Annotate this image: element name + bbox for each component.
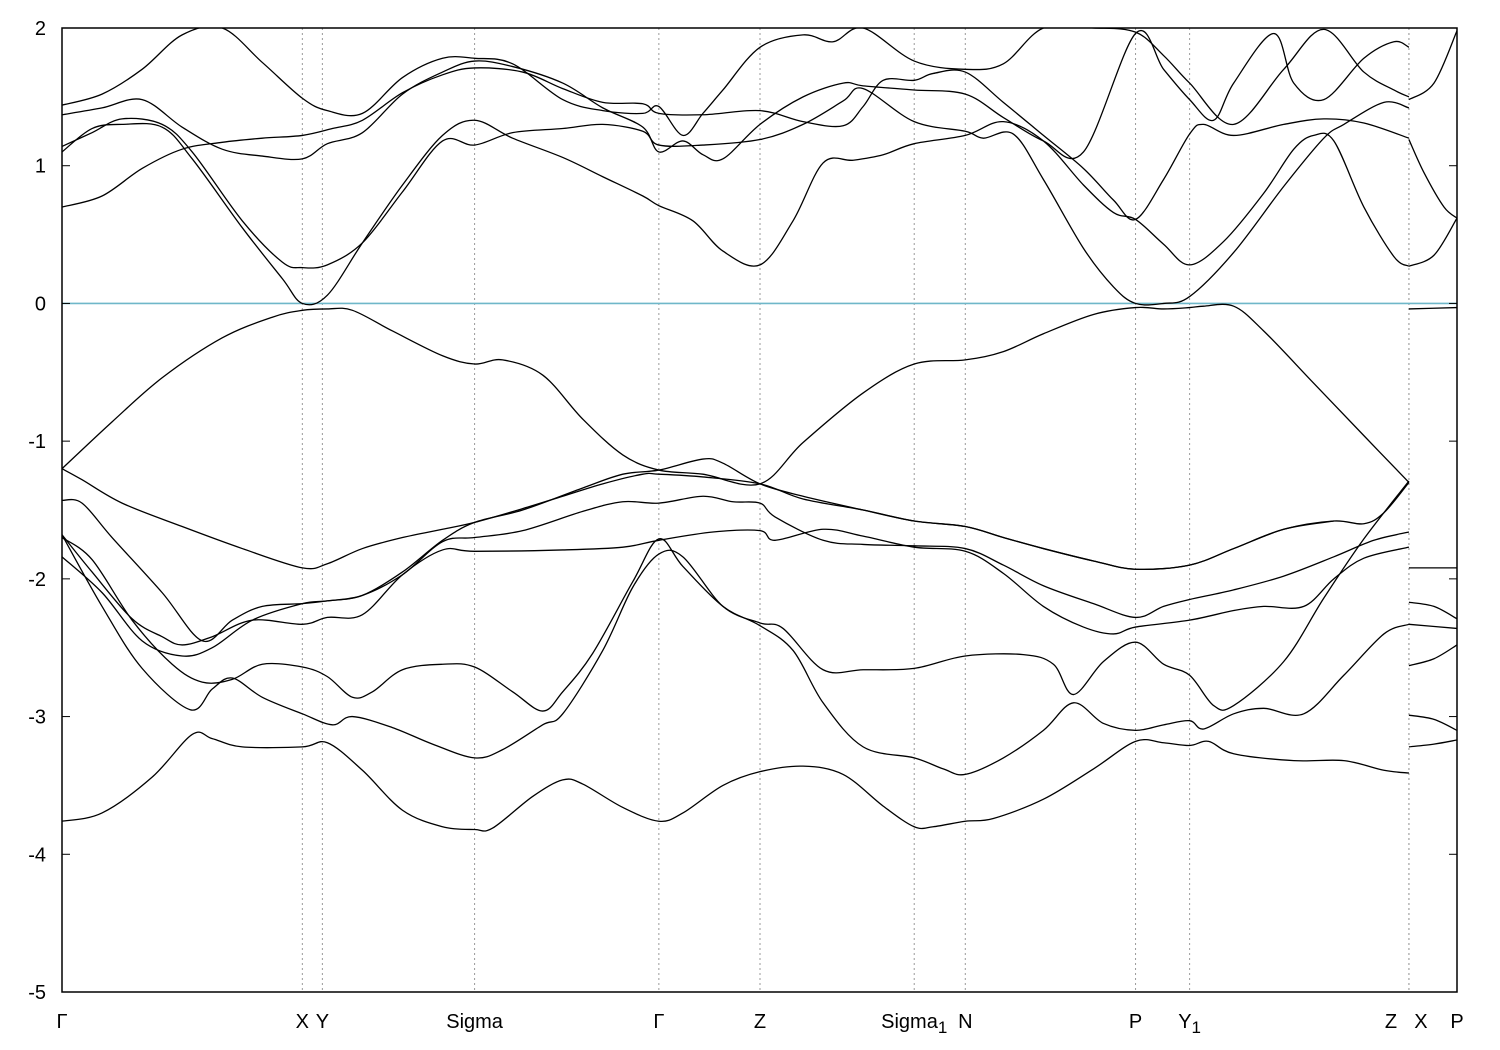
y-tick-label: -5	[28, 982, 46, 1004]
band-21	[1408, 30, 1457, 101]
x-tick-label: P	[1129, 1011, 1142, 1033]
x-tick-label: Sigma	[446, 1011, 504, 1033]
x-axis-ticks: Γ X Y Sigma Γ Z Sigma1 N P Y1 Z X P	[56, 1011, 1463, 1037]
plot-frame	[61, 27, 1458, 993]
x-tick-label: Z	[754, 1011, 766, 1033]
x-tick-label: N	[958, 1011, 972, 1033]
band-16	[1408, 601, 1457, 620]
x-tick-subscript: 1	[938, 1018, 947, 1037]
x-tick-label: P	[1450, 1011, 1463, 1033]
x-tick-subscript: 1	[1192, 1018, 1201, 1037]
band-2	[62, 537, 1410, 776]
band-22	[1408, 217, 1457, 267]
x-tick-label: Y1	[1178, 1011, 1201, 1037]
y-tick-label: -1	[28, 431, 46, 453]
y-tick-label: -3	[28, 707, 46, 729]
x-tick-label: Sigma1	[881, 1011, 947, 1037]
band-17	[1408, 623, 1457, 630]
y-tick-label: 2	[35, 18, 46, 40]
x-tick-label: Γ	[56, 1011, 67, 1033]
x-tick-label: Γ	[653, 1011, 664, 1033]
band-1	[62, 731, 1409, 832]
band-5	[62, 495, 1410, 657]
y-tick-label: -2	[28, 569, 46, 591]
x-tick-label: X	[296, 1011, 309, 1033]
k-point-gridlines	[301, 28, 1410, 992]
band-12	[62, 30, 1410, 162]
x-tick-label: Y	[316, 1011, 329, 1033]
x-tick-label: X	[1414, 1011, 1427, 1033]
band-10	[62, 87, 1410, 306]
y-tick-label: 1	[35, 156, 46, 178]
band-18	[1408, 644, 1457, 667]
band-20	[1408, 739, 1457, 748]
y-tick-label: -4	[28, 844, 46, 866]
band-13	[62, 28, 1410, 137]
band-19	[1408, 714, 1457, 731]
band-4	[62, 528, 1410, 646]
band-3	[62, 480, 1410, 759]
band-7	[62, 468, 1334, 571]
band-8	[62, 303, 1410, 486]
y-tick-label: 0	[35, 293, 46, 315]
y-axis-ticks: 2 1 0 -1 -2 -3 -4 -5	[28, 18, 1457, 1004]
band-11	[62, 119, 1410, 306]
band-9	[62, 67, 1410, 221]
band-lines	[62, 28, 1457, 832]
band-14	[1408, 306, 1457, 310]
band-23	[1408, 139, 1457, 219]
x-tick-label: Z	[1385, 1011, 1397, 1033]
